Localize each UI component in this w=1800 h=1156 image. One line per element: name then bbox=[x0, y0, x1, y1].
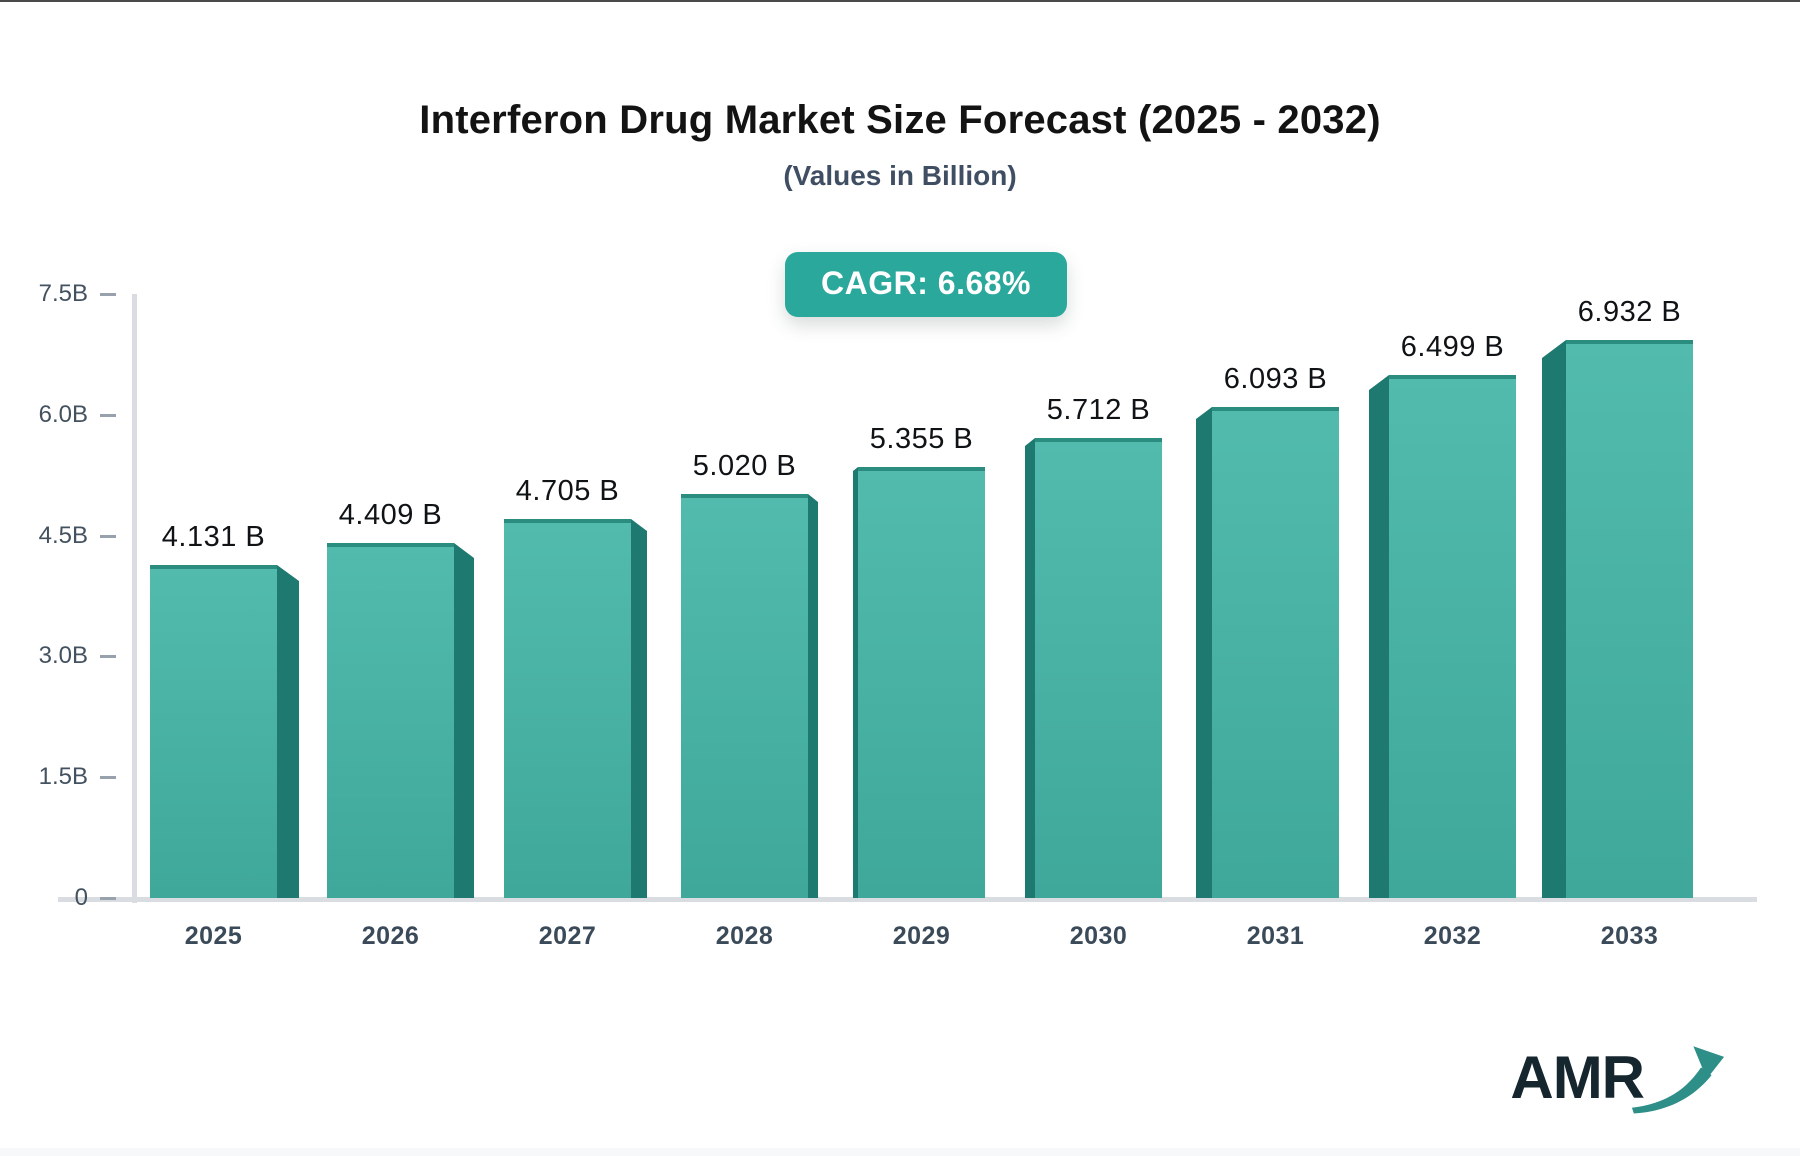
y-tick-mark bbox=[100, 655, 116, 659]
x-axis-label-2027: 2027 bbox=[538, 922, 597, 950]
bar-2028 bbox=[681, 494, 808, 898]
bar-2033 bbox=[1566, 340, 1693, 898]
x-axis-label-2033: 2033 bbox=[1600, 922, 1659, 950]
amr-logo: AMR bbox=[1510, 1044, 1726, 1114]
bar-value-label: 6.499 B bbox=[1400, 331, 1505, 363]
bar-value-label: 6.093 B bbox=[1223, 363, 1328, 395]
bar-side-face bbox=[454, 543, 474, 898]
bar-value-label: 5.712 B bbox=[1046, 394, 1151, 426]
y-tick-label: 4.5B bbox=[38, 521, 88, 549]
bar-value-label: 5.020 B bbox=[692, 450, 797, 482]
bar-value-label: 6.932 B bbox=[1577, 296, 1682, 328]
x-axis-label-2028: 2028 bbox=[715, 922, 774, 950]
bar-value-label: 5.355 B bbox=[869, 423, 974, 455]
x-axis-label-2025: 2025 bbox=[184, 922, 243, 950]
bar-2025 bbox=[150, 565, 277, 898]
bar-side-face bbox=[1542, 340, 1566, 898]
cagr-badge: CAGR: 6.68% bbox=[785, 252, 1067, 317]
trend-arrow-icon bbox=[1631, 1046, 1725, 1114]
y-tick-mark bbox=[100, 413, 116, 417]
y-tick-mark bbox=[100, 897, 116, 900]
amr-logo-text: AMR bbox=[1510, 1044, 1645, 1111]
bar-value-label: 4.131 B bbox=[161, 521, 266, 553]
y-tick-label: 1.5B bbox=[38, 763, 88, 791]
bar-2026 bbox=[327, 543, 454, 898]
footer-strip bbox=[0, 1148, 1800, 1156]
bar-value-label: 4.409 B bbox=[338, 499, 443, 531]
bar-2027 bbox=[504, 519, 631, 898]
bar-value-label: 4.705 B bbox=[515, 475, 620, 507]
y-tick-label: 6.0B bbox=[38, 400, 88, 428]
y-tick-mark bbox=[100, 776, 116, 780]
x-axis-label-2029: 2029 bbox=[892, 922, 951, 950]
x-axis-label-2030: 2030 bbox=[1069, 922, 1128, 950]
x-axis-line bbox=[58, 897, 1757, 902]
chart-title: Interferon Drug Market Size Forecast (20… bbox=[419, 98, 1381, 142]
bar-side-face bbox=[853, 467, 858, 898]
y-tick-mark bbox=[100, 534, 116, 538]
bar-side-face bbox=[1196, 407, 1212, 898]
x-axis-label-2031: 2031 bbox=[1246, 922, 1305, 950]
bar-2029 bbox=[858, 467, 985, 898]
x-axis-label-2026: 2026 bbox=[361, 922, 420, 950]
y-axis-line bbox=[132, 294, 137, 903]
bar-side-face bbox=[808, 494, 818, 898]
y-tick-label: 3.0B bbox=[38, 642, 88, 670]
bar-side-face bbox=[631, 519, 647, 898]
bar-side-face bbox=[277, 565, 299, 898]
bar-2032 bbox=[1389, 375, 1516, 898]
bar-2030 bbox=[1035, 438, 1162, 898]
bar-side-face bbox=[1025, 438, 1035, 898]
bar-2031 bbox=[1212, 407, 1339, 898]
bar-side-face bbox=[1369, 375, 1389, 898]
y-tick-mark bbox=[100, 293, 116, 296]
y-tick-label: 7.5B bbox=[38, 280, 88, 307]
x-axis-label-2032: 2032 bbox=[1423, 922, 1482, 950]
chart-subtitle: (Values in Billion) bbox=[783, 160, 1017, 191]
y-tick-label: 0 bbox=[74, 884, 88, 911]
